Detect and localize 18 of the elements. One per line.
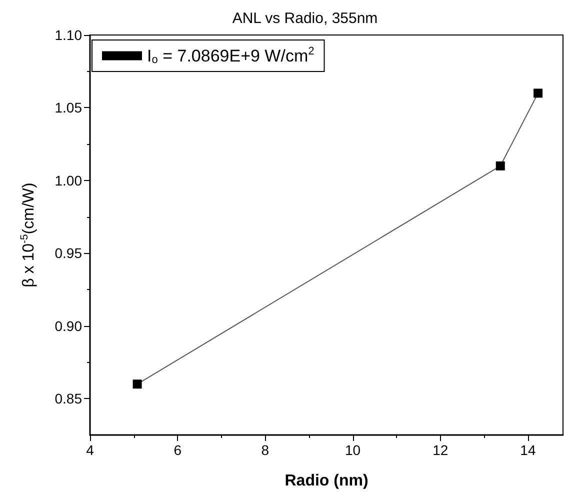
x-tick-label: 8 [261,442,270,458]
chart-title: ANL vs Radio, 355nm [232,10,378,27]
x-tick-label: 12 [432,442,448,458]
point [534,88,543,98]
x-tick-label: 14 [520,442,536,458]
point [496,161,505,170]
y-axis-title: β x 10-5(cm/W) [20,182,38,288]
y-tick-label: 0.90 [54,318,82,334]
y-tick-label: 0.85 [54,390,82,407]
y-tick-label: 1.10 [54,27,82,43]
x-axis-title: Radio (nm) [284,472,368,490]
x-tick-label: 10 [344,442,361,458]
x-tick-label: 6 [174,442,182,458]
y-tick-label: 1.00 [54,172,82,188]
point [132,380,142,389]
y-tick-label: 1.05 [54,100,82,116]
y-tick-label: 0.95 [54,245,82,262]
x-tick-label: 4 [86,442,94,458]
